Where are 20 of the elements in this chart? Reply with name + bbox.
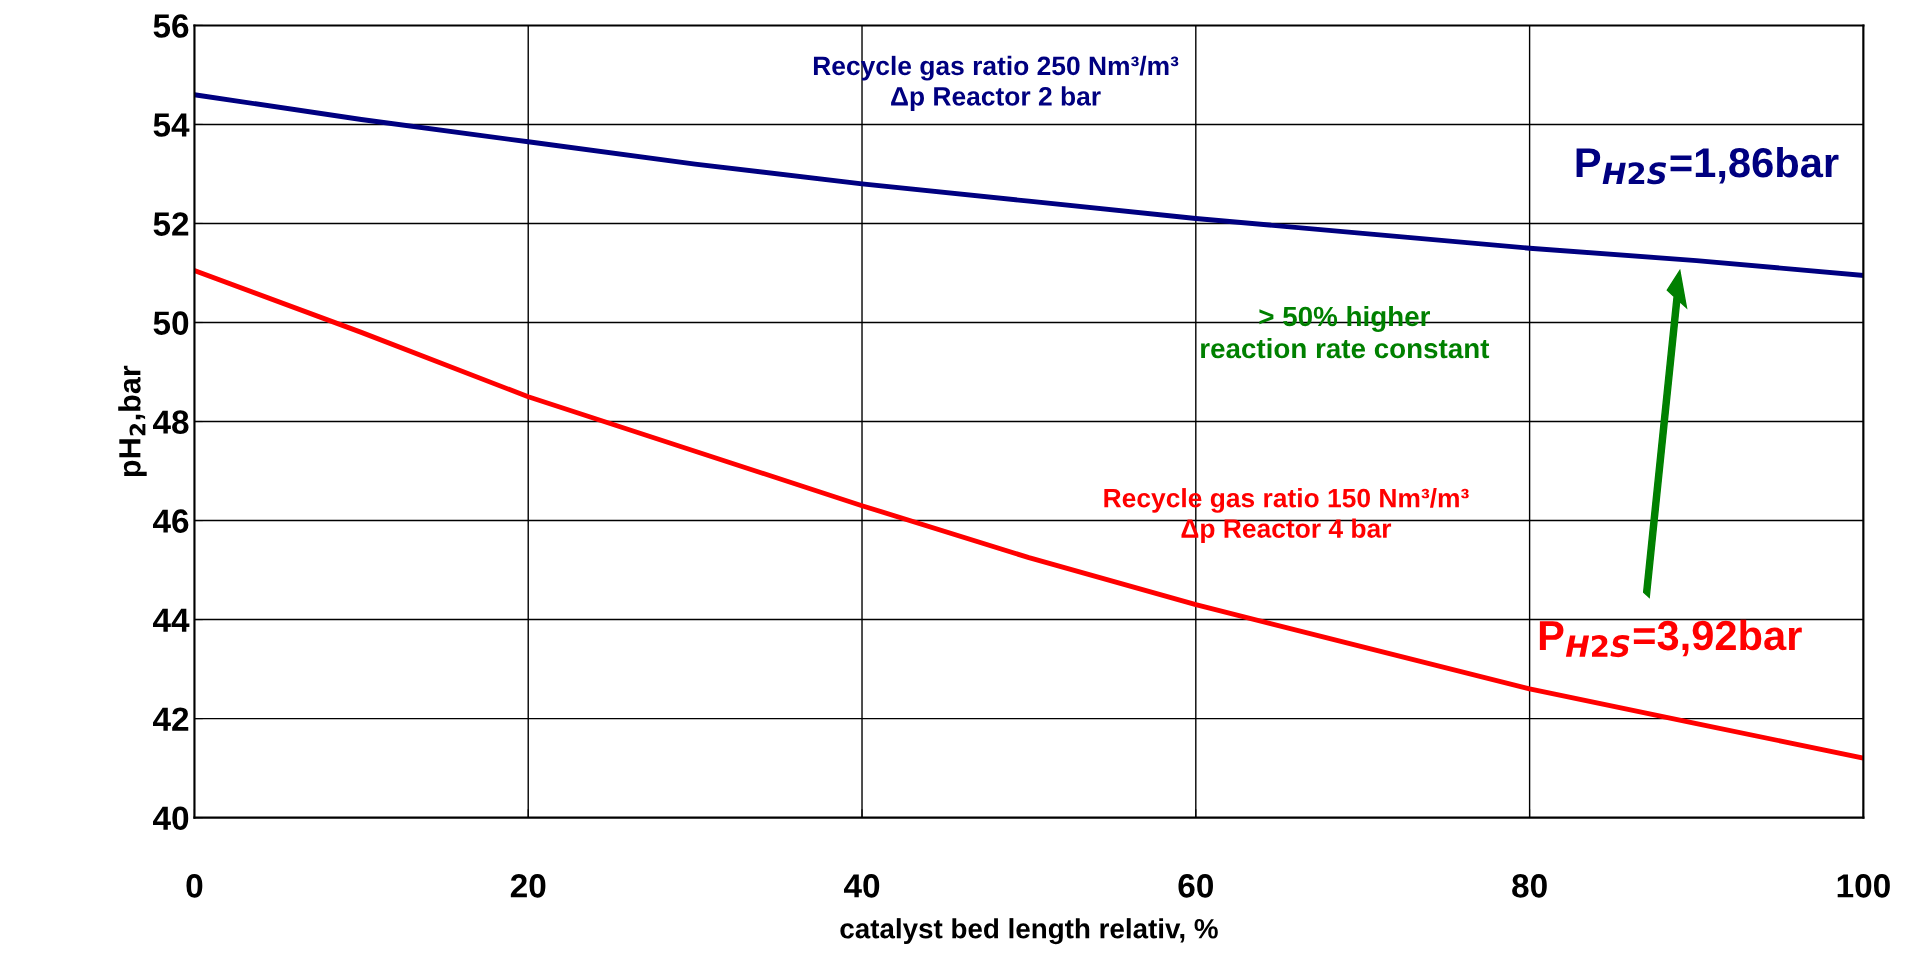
x-tick-label: 20: [510, 874, 546, 898]
y-tick-label: 40: [153, 806, 189, 831]
x-axis-title: catalyst bed length relativ, %: [840, 918, 1218, 945]
y-axis-title: pH$_{2}$,bar: [118, 365, 147, 477]
y-tick-label: 46: [153, 509, 189, 533]
line-series: [194, 268, 1864, 761]
y-tick-label: 54: [153, 113, 190, 137]
y-tick-label: 50: [153, 311, 189, 335]
y-tick-label: 44: [153, 608, 190, 632]
x-tick-label: 40: [843, 874, 880, 898]
annotation: P$_{H2S}$=1,86bar: [1576, 146, 1839, 185]
x-tick-label: 100: [1837, 874, 1890, 898]
y-tick-label: 52: [153, 212, 189, 236]
y-tick-label: 56: [153, 14, 189, 38]
y-tick-label: 42: [153, 707, 189, 731]
x-tick-label: 60: [1178, 874, 1213, 898]
x-tick-label: 80: [1512, 874, 1547, 898]
x-tick-label: 0: [186, 874, 203, 898]
y-tick-label: 48: [153, 410, 189, 434]
annotation: P$_{H2S}$=3,92bar: [1539, 619, 1802, 658]
